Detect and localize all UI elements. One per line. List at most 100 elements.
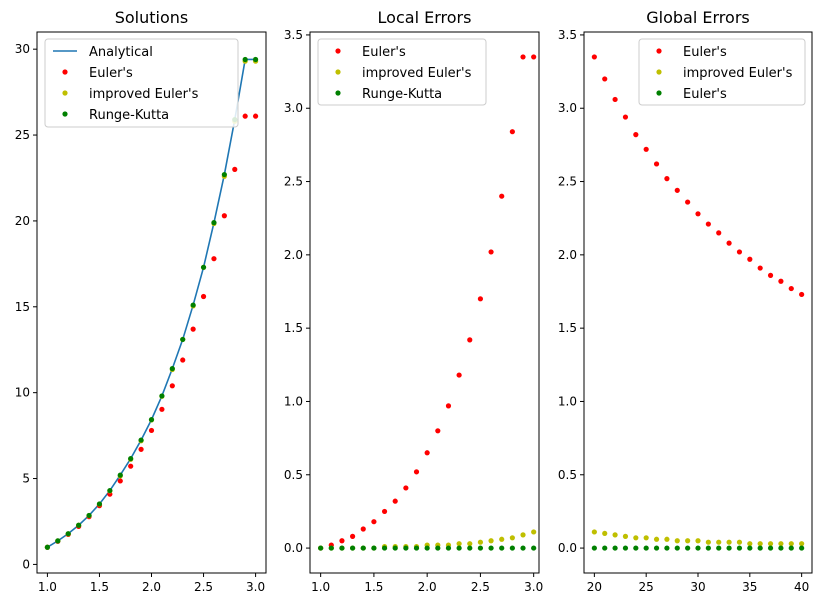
data-point [622, 545, 629, 551]
data-point [499, 536, 505, 542]
data-point [531, 54, 537, 60]
y-tick-label: 0.0 [558, 541, 577, 555]
data-point [467, 541, 473, 547]
x-tick-label: 25 [639, 580, 654, 594]
data-point [190, 302, 196, 308]
legend-label: Euler's [683, 45, 727, 60]
legend-label: Euler's [683, 87, 727, 102]
data-point [695, 545, 701, 551]
legend: Euler's improved Euler's Runge-Kutta [317, 38, 487, 106]
data-point [180, 357, 186, 363]
y-tick-label: 1.0 [284, 394, 303, 408]
chart-panel-2: Local Errors 1.0 1.5 2.0 2.5 3.0 0.0 0.5 1.0 1.5 2… [284, 8, 543, 594]
data-point [221, 213, 227, 219]
data-point [736, 539, 743, 545]
y-tick-label: 5 [22, 472, 30, 486]
y-tick-label: 2.5 [284, 175, 303, 189]
data-point [685, 538, 691, 544]
data-point [757, 265, 763, 271]
data-point [138, 437, 144, 443]
data-point [44, 544, 51, 550]
data-point [252, 56, 259, 63]
data-point [705, 221, 711, 227]
x-tick-label: 1.0 [311, 580, 330, 594]
data-point [96, 501, 103, 507]
y-tick-label: 25 [15, 128, 30, 142]
x-tick-label: 1.5 [90, 580, 109, 594]
legend-box [44, 38, 239, 128]
y-tick-label: 1.5 [558, 321, 577, 335]
legend-label: Runge-Kutta [362, 87, 442, 102]
x-tick-label: 1.5 [364, 580, 383, 594]
data-point [350, 533, 356, 539]
data-point [520, 532, 526, 538]
chart-panel-1: Solutions 1.0 1.5 2.0 2.5 3.0 0 5 10 15 20 25 30 Anal… [15, 8, 267, 594]
data-point [685, 545, 691, 551]
data-point [381, 545, 388, 551]
data-point [350, 545, 356, 551]
data-point [509, 129, 515, 135]
data-point [467, 337, 473, 343]
y-tick-label: 10 [15, 386, 30, 400]
data-point [716, 230, 722, 236]
data-point [477, 296, 484, 302]
data-point [117, 478, 123, 484]
data-point [633, 132, 639, 138]
legend-box [317, 38, 487, 106]
axes-frame [309, 31, 540, 574]
data-point [531, 529, 537, 535]
data-point [148, 417, 155, 423]
data-point [664, 176, 670, 182]
data-point [788, 285, 794, 292]
data-point [674, 187, 680, 193]
legend: Analytical Euler's improved Euler's Runge-K… [44, 38, 239, 128]
data-point [591, 529, 597, 535]
data-point [328, 545, 334, 551]
data-point [200, 264, 207, 270]
data-point [424, 545, 430, 551]
legend-point-marker [656, 90, 662, 96]
x-tick-label: 2.0 [418, 580, 437, 594]
data-point [653, 536, 660, 542]
data-point [602, 530, 608, 537]
data-point [456, 372, 462, 378]
data-point [716, 539, 722, 545]
data-point [128, 456, 134, 462]
data-point [242, 56, 248, 63]
data-point [674, 545, 680, 551]
data-point [788, 541, 794, 547]
y-tick-label: 2.0 [284, 248, 303, 262]
data-point [488, 545, 494, 551]
data-point [602, 545, 608, 551]
data-point [664, 536, 670, 542]
data-point [477, 539, 484, 545]
data-point [726, 539, 732, 545]
chart-panel-3: Global Errors 20 25 30 35 40 0.0 0.5 1.0 1.5 2.0 2.… [558, 8, 813, 594]
data-point [413, 545, 420, 551]
x-tick-label: 2.5 [471, 580, 490, 594]
data-point [778, 278, 784, 284]
data-point [200, 293, 207, 300]
y-tick-label: 0.5 [284, 468, 303, 482]
y-tick-label: 3.5 [284, 28, 303, 42]
series-1-points [591, 54, 805, 298]
data-point [602, 76, 608, 82]
chart-title: Local Errors [378, 8, 472, 27]
data-point [643, 535, 649, 541]
data-point [664, 545, 670, 551]
legend-label: Analytical [89, 45, 153, 60]
legend-point-marker [62, 111, 68, 117]
legend-label: improved Euler's [362, 66, 472, 81]
x-tick-label: 3.0 [246, 580, 265, 594]
data-point [403, 545, 409, 551]
data-point [747, 541, 753, 547]
data-point [788, 545, 794, 551]
data-point [467, 545, 473, 551]
x-tick-label: 2.0 [142, 580, 161, 594]
data-point [499, 193, 505, 199]
data-point [767, 272, 774, 278]
data-point [612, 545, 618, 551]
data-point [767, 541, 774, 547]
legend-point-marker [62, 90, 68, 96]
data-point [445, 403, 452, 409]
